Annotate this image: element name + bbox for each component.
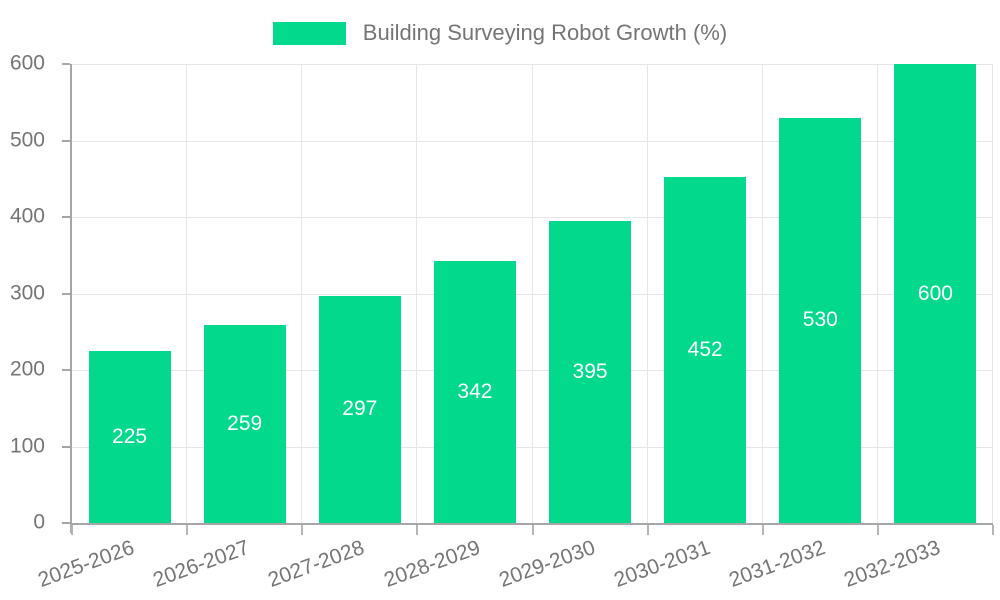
y-tick-label: 400 <box>9 204 45 228</box>
v-gridline <box>301 64 303 523</box>
bar: 395 <box>549 220 632 523</box>
y-tick-mark <box>62 216 70 218</box>
x-tick-label: 2028-2029 <box>380 536 483 592</box>
bar-value-label: 600 <box>917 281 953 305</box>
x-tick-mark <box>646 525 649 535</box>
y-tick-mark <box>62 445 70 448</box>
x-tick-label: 2030-2031 <box>610 536 714 592</box>
plot-area: 0 100 200 300 400 500 600 225 259 297 342 395 452 530… <box>10 52 994 592</box>
v-gridline <box>876 64 878 523</box>
chart-title: Building Surveying Robot Growth (%) <box>362 20 728 45</box>
bar-value-label: 259 <box>227 411 263 435</box>
bar: 297 <box>318 295 401 523</box>
x-tick-label: 2029-2030 <box>495 536 598 592</box>
h-gridline <box>72 140 993 142</box>
legend-swatch <box>272 21 346 45</box>
h-gridline <box>72 446 993 448</box>
y-tick-mark <box>62 369 70 371</box>
v-gridline <box>416 64 418 523</box>
y-tick-mark <box>62 292 70 295</box>
y-tick-mark <box>62 63 70 65</box>
legend: Building Surveying Robot Growth (%) <box>0 20 1000 46</box>
x-tick-label: 2025-2026 <box>35 536 138 592</box>
v-gridline <box>646 64 648 523</box>
x-axis-line <box>70 523 993 525</box>
v-gridline <box>992 64 993 523</box>
bar-value-label: 342 <box>457 380 493 404</box>
v-gridline <box>531 64 533 523</box>
h-gridline <box>72 217 993 218</box>
x-tick-mark <box>71 525 73 535</box>
bar-value-label: 452 <box>687 338 723 362</box>
x-tick-label: 2032-2033 <box>841 536 944 592</box>
bar-value-label: 297 <box>342 397 378 421</box>
y-tick-mark <box>62 522 70 524</box>
x-tick-mark <box>416 525 419 535</box>
bar: 259 <box>203 324 286 523</box>
h-gridline <box>72 293 993 295</box>
y-axis-line <box>70 64 72 533</box>
v-gridline <box>761 64 763 523</box>
x-tick-mark <box>301 525 304 535</box>
x-tick-mark <box>761 525 764 535</box>
x-tick-label: 2027-2028 <box>265 536 368 592</box>
bar: 342 <box>433 261 516 523</box>
x-tick-mark <box>186 525 189 535</box>
x-tick-mark <box>531 525 534 535</box>
y-tick-label: 300 <box>9 281 45 305</box>
h-gridline <box>72 370 993 371</box>
x-tick-mark <box>876 525 879 535</box>
x-tick-label: 2026-2027 <box>150 536 253 592</box>
bar-value-label: 395 <box>572 359 608 383</box>
y-tick-mark <box>62 139 70 142</box>
v-gridline <box>186 64 188 523</box>
bar: 600 <box>894 64 977 523</box>
y-tick-label: 0 <box>33 510 45 534</box>
bar-value-label: 530 <box>802 308 838 332</box>
bar: 452 <box>664 177 747 523</box>
bar-value-label: 225 <box>112 424 148 448</box>
x-tick-label: 2031-2032 <box>725 536 829 592</box>
x-tick-mark <box>992 525 994 535</box>
y-tick-label: 100 <box>9 434 45 458</box>
bar: 225 <box>88 350 171 523</box>
h-gridline <box>72 64 993 65</box>
y-tick-label: 600 <box>9 51 45 75</box>
y-tick-label: 200 <box>9 357 45 381</box>
bar: 530 <box>779 117 862 523</box>
y-tick-label: 500 <box>9 128 45 152</box>
